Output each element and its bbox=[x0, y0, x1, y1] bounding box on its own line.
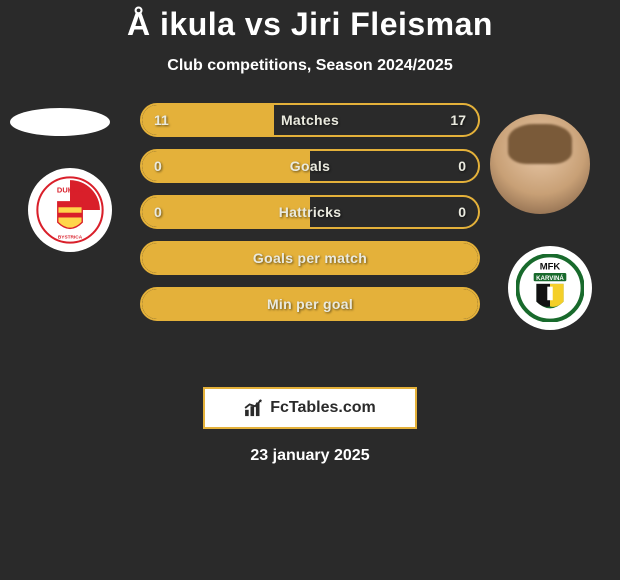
stat-left-value: 0 bbox=[154, 158, 162, 174]
stat-fill bbox=[142, 151, 310, 181]
stat-left-value: 0 bbox=[154, 204, 162, 220]
brand-badge[interactable]: FcTables.com bbox=[203, 387, 417, 429]
stat-row: 0 0 Hattricks bbox=[140, 195, 480, 229]
stat-label: Hattricks bbox=[279, 204, 342, 220]
stat-row: 0 0 Goals bbox=[140, 149, 480, 183]
stat-row: Min per goal bbox=[140, 287, 480, 321]
left-club-badge: DUKLA BYSTRICA bbox=[28, 168, 112, 252]
compare-area: DUKLA BYSTRICA MFK KARVINÁ 1117M bbox=[0, 103, 620, 363]
stat-right-value: 0 bbox=[458, 158, 466, 174]
subtitle: Club competitions, Season 2024/2025 bbox=[0, 57, 620, 75]
svg-text:MFK: MFK bbox=[540, 262, 561, 273]
right-club-badge: MFK KARVINÁ bbox=[508, 246, 592, 330]
stat-label: Matches bbox=[281, 112, 339, 128]
stat-right-value: 0 bbox=[458, 204, 466, 220]
mfk-karvina-badge-icon: MFK KARVINÁ bbox=[516, 254, 584, 322]
stat-label: Min per goal bbox=[267, 296, 353, 312]
svg-text:BYSTRICA: BYSTRICA bbox=[58, 235, 83, 241]
chart-icon bbox=[244, 399, 266, 417]
stat-row: Goals per match bbox=[140, 241, 480, 275]
stat-label: Goals bbox=[290, 158, 330, 174]
dukla-bystrica-badge-icon: DUKLA BYSTRICA bbox=[36, 176, 104, 244]
stat-bars: 11 17 Matches 0 0 Goals 0 0 Hattricks Goals per m… bbox=[140, 103, 480, 321]
stat-left-value: 11 bbox=[154, 112, 169, 128]
brand-label: FcTables.com bbox=[270, 399, 376, 417]
left-player-avatar bbox=[10, 108, 110, 136]
date-line: 23 january 2025 bbox=[0, 447, 620, 465]
page-title: Å ikula vs Jiri Fleisman bbox=[0, 6, 620, 43]
stat-label: Goals per match bbox=[253, 250, 367, 266]
svg-text:KARVINÁ: KARVINÁ bbox=[536, 275, 564, 282]
svg-text:DUKLA: DUKLA bbox=[57, 185, 84, 194]
right-player-avatar bbox=[490, 114, 590, 214]
stat-right-value: 17 bbox=[450, 112, 466, 128]
stat-row: 11 17 Matches bbox=[140, 103, 480, 137]
comparison-container: Å ikula vs Jiri Fleisman Club competitio… bbox=[0, 0, 620, 465]
